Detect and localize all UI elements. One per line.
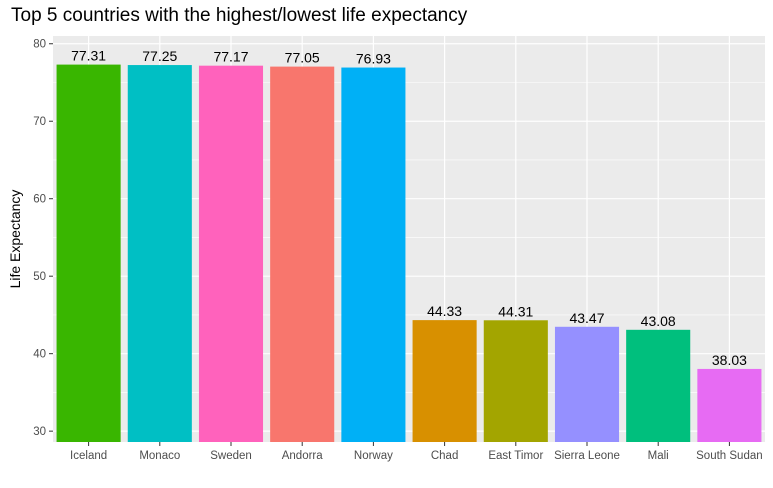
- x-tick-label: Iceland: [70, 450, 107, 462]
- bar: [483, 320, 548, 442]
- y-tick-label: 30: [33, 426, 46, 438]
- y-tick-label: 70: [33, 116, 46, 128]
- y-tick-label: 60: [33, 194, 46, 206]
- bar-value-label: 38.03: [712, 352, 747, 368]
- bars: [56, 64, 762, 443]
- bar: [341, 67, 406, 442]
- y-tick-label: 80: [33, 39, 46, 51]
- bar-value-label: 77.05: [285, 50, 320, 66]
- bar: [127, 65, 192, 442]
- x-tick-label: Sierra Leone: [554, 450, 620, 462]
- bar-value-label: 77.31: [71, 48, 106, 64]
- bar: [56, 64, 121, 443]
- y-tick-label: 50: [33, 271, 46, 283]
- x-tick-label: East Timor: [488, 450, 543, 462]
- bar-value-label: 44.33: [427, 303, 462, 319]
- chart-title: Top 5 countries with the highest/lowest …: [11, 5, 468, 26]
- x-tick-label: Andorra: [282, 450, 324, 462]
- bar-value-label: 76.93: [356, 51, 391, 67]
- bar-value-label: 43.47: [569, 310, 604, 326]
- x-tick-label: Mali: [648, 450, 669, 462]
- y-axis: 30 40 50 60 70 80: [33, 39, 53, 438]
- value-labels: 77.31 77.25 77.17 77.05 76.93 44.33 44.31 43.47…: [71, 48, 747, 368]
- bar: [198, 65, 264, 442]
- bar: [697, 368, 762, 442]
- y-tick-label: 40: [33, 349, 46, 361]
- x-tick-label: Chad: [431, 450, 459, 462]
- x-tick-label: South Sudan: [696, 450, 763, 462]
- bar-value-label: 77.25: [142, 48, 177, 64]
- bar: [626, 329, 691, 442]
- bar: [412, 320, 477, 442]
- bar-value-label: 44.31: [498, 303, 533, 319]
- bar: [554, 326, 620, 442]
- x-tick-label: Norway: [354, 450, 393, 462]
- x-axis: Iceland Monaco Sweden Andorra Norway Chad East…: [70, 442, 763, 462]
- x-tick-label: Sweden: [210, 450, 252, 462]
- bar-value-label: 43.08: [641, 313, 676, 329]
- x-tick-label: Monaco: [139, 450, 180, 462]
- bar-value-label: 77.17: [213, 49, 248, 65]
- bar: [270, 66, 335, 442]
- y-axis-title: Life Expectancy: [7, 190, 23, 289]
